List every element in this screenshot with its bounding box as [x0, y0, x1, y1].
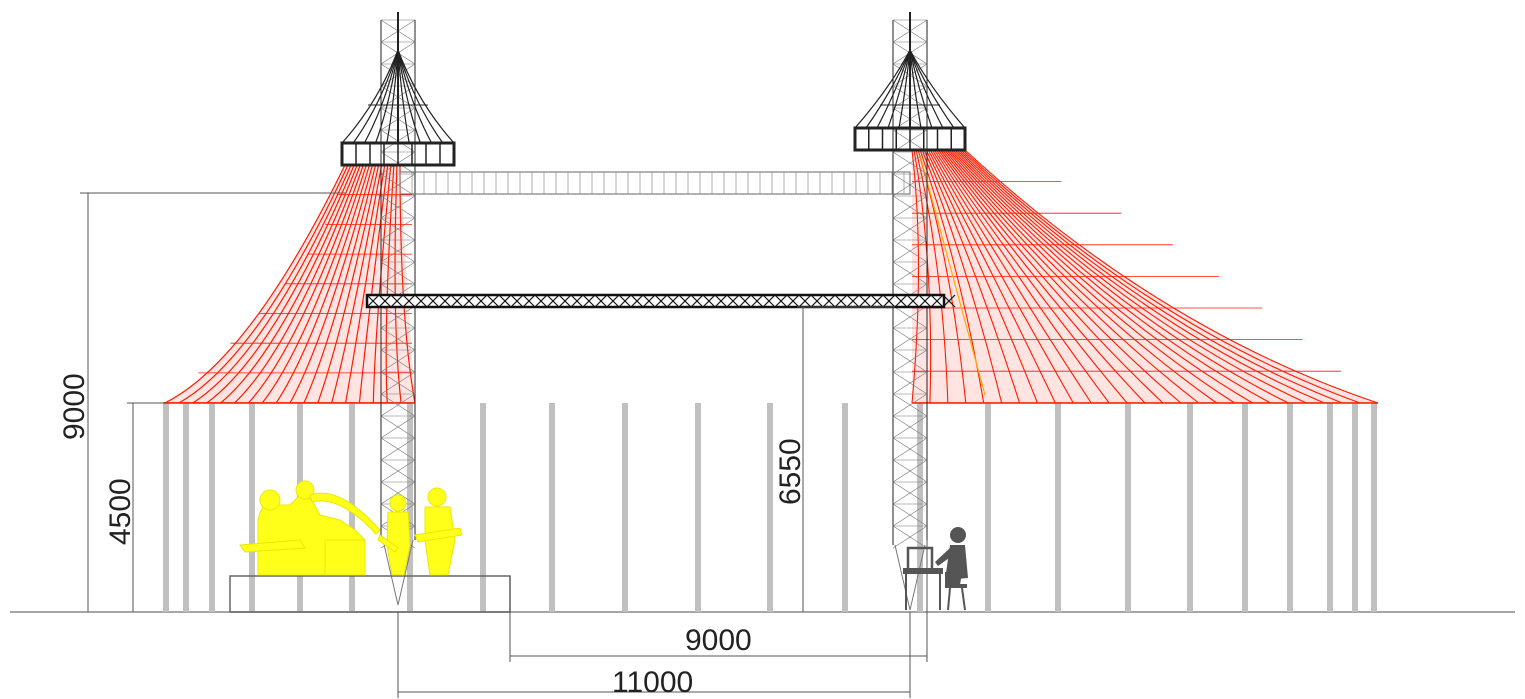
stage-platform [229, 575, 511, 613]
sound-operator-silhouette [903, 527, 968, 611]
dim-total-height-label: 9000 [58, 373, 91, 440]
dim-mast-to-mast-label: 11000 [612, 666, 693, 699]
canvas-right-roof [911, 149, 1379, 404]
dimension-lines [80, 192, 928, 698]
lighting-truss [365, 293, 956, 309]
dim-truss-height-label: 6550 [774, 438, 807, 505]
dim-wall-height-label: 4500 [104, 478, 137, 545]
band-silhouette [239, 480, 463, 576]
mast-left [340, 12, 456, 606]
canvas-left-roof [163, 164, 416, 404]
dim-stage-to-mast-label: 9000 [685, 624, 752, 657]
top-connecting-truss [399, 171, 911, 195]
